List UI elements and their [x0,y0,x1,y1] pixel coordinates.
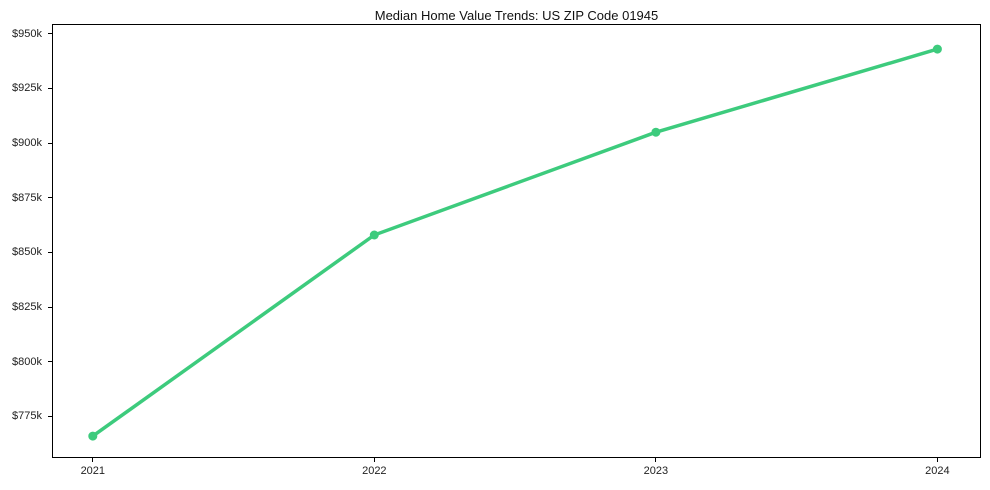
y-tick-mark [48,251,52,253]
y-tick-label: $850k [12,246,42,259]
x-tick-mark [92,458,94,462]
x-tick-label: 2023 [643,465,669,477]
y-tick-label: $800k [12,355,42,368]
y-tick-mark [48,33,52,35]
y-tick-mark [48,87,52,89]
y-tick-label: $925k [12,82,42,95]
x-tick-mark [655,458,657,462]
y-tick-label: $875k [12,191,42,204]
chart-title: Median Home Value Trends: US ZIP Code 01… [374,8,659,23]
y-tick-label: $950k [12,27,42,40]
y-tick-mark [48,415,52,417]
x-tick-label: 2021 [80,465,106,477]
y-tick-mark [48,361,52,363]
x-tick-mark [373,458,375,462]
y-tick-label: $775k [12,410,42,423]
x-tick-label: 2024 [925,465,950,477]
y-tick-mark [48,142,52,144]
y-tick-mark [48,306,52,308]
plot-area [52,24,981,458]
y-tick-label: $825k [12,301,42,314]
y-tick-mark [48,197,52,199]
y-tick-label: $900k [12,137,42,150]
x-tick-mark [936,458,938,462]
x-tick-label: 2022 [362,465,387,477]
